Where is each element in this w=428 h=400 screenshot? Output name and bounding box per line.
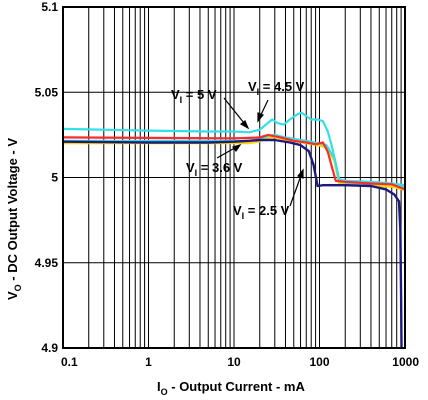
y-tick-label: 4.95 (35, 256, 59, 270)
grid (63, 7, 405, 348)
y-tick-labels: 4.9 4.95 5 5.05 5.1 (35, 0, 59, 355)
series-line-4 (62, 138, 403, 349)
y-tick-label: 4.9 (41, 341, 58, 355)
series-line-2 (62, 111, 406, 187)
series-layer (62, 111, 406, 349)
y-tick-label: 5 (51, 171, 58, 185)
y-tick-label: 5.05 (35, 85, 59, 99)
y-tick-label: 5.1 (41, 0, 58, 14)
annotation-3-6v: VI = 3.6 V (186, 160, 243, 178)
arrowhead-4-5v (257, 112, 264, 123)
x-tick-labels: 0.1 1 10 100 1000 (61, 355, 419, 369)
y-axis-label: VO - DC Output Voltage - V (5, 138, 23, 300)
x-tick-label: 1 (145, 355, 152, 369)
x-tick-label: 100 (309, 355, 329, 369)
arrowhead-3-6v (231, 143, 242, 153)
arrowhead-2-5v (297, 168, 304, 179)
x-axis-label: IO - Output Current - mA (157, 379, 305, 397)
arrowhead-5v (239, 120, 250, 130)
annotation-2-5v: VI = 2.5 V (233, 203, 290, 221)
x-tick-label: 10 (227, 355, 241, 369)
annotation-5v: VI = 5 V (171, 87, 217, 105)
x-tick-label: 0.1 (61, 355, 78, 369)
x-tick-label: 1000 (392, 355, 419, 369)
plot-frame (62, 6, 406, 349)
annotation-arrows (216, 97, 304, 207)
series-line-3 (62, 133, 406, 191)
annotation-4-5v: VI = 4.5 V (248, 79, 305, 97)
